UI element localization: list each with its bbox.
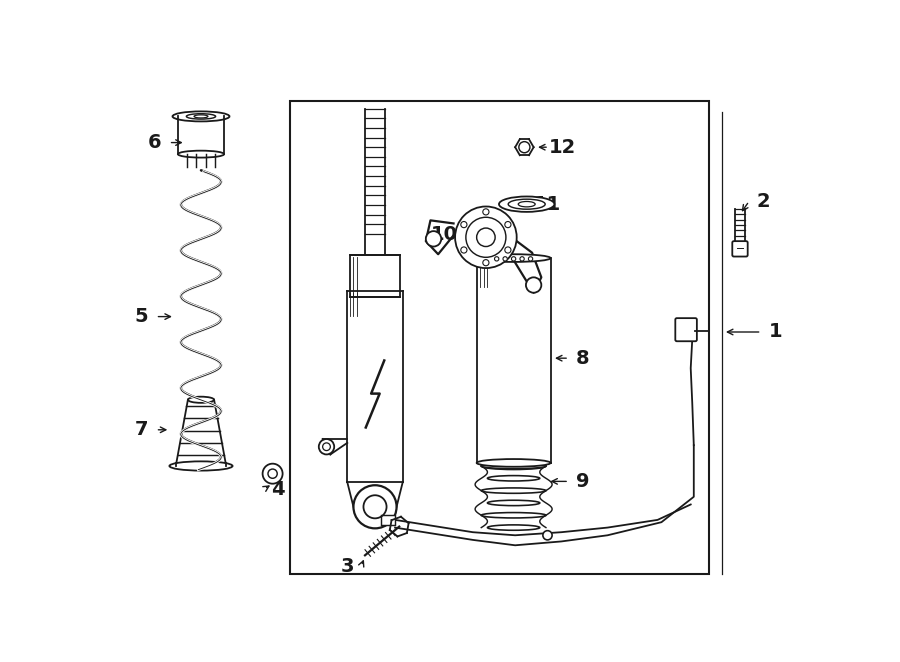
Circle shape	[354, 485, 397, 528]
Text: 4: 4	[271, 479, 284, 498]
Ellipse shape	[477, 254, 551, 262]
Ellipse shape	[178, 151, 224, 158]
Circle shape	[482, 260, 489, 265]
Circle shape	[461, 247, 467, 253]
Ellipse shape	[488, 500, 540, 506]
Circle shape	[528, 257, 533, 261]
Circle shape	[505, 247, 511, 253]
Circle shape	[426, 231, 441, 246]
Text: 7: 7	[135, 420, 148, 440]
Bar	[382, 515, 395, 524]
Bar	[347, 291, 402, 479]
Ellipse shape	[169, 461, 232, 471]
Circle shape	[505, 222, 511, 228]
Ellipse shape	[188, 397, 214, 403]
Ellipse shape	[488, 475, 540, 481]
Bar	[291, 101, 709, 574]
Circle shape	[520, 257, 524, 261]
Circle shape	[263, 463, 283, 484]
Circle shape	[461, 222, 467, 228]
Ellipse shape	[482, 463, 546, 469]
Ellipse shape	[173, 111, 230, 121]
FancyBboxPatch shape	[733, 241, 748, 257]
Text: 6: 6	[148, 133, 162, 152]
Text: 3: 3	[340, 557, 354, 575]
Text: 1: 1	[769, 322, 782, 342]
Ellipse shape	[482, 463, 546, 469]
Circle shape	[494, 257, 499, 261]
Circle shape	[319, 439, 334, 454]
Text: 5: 5	[135, 307, 148, 326]
Circle shape	[526, 277, 541, 293]
Bar	[477, 258, 551, 463]
Text: 11: 11	[534, 195, 561, 214]
Text: 10: 10	[431, 226, 458, 244]
Ellipse shape	[482, 512, 546, 518]
Text: 12: 12	[549, 138, 577, 157]
Circle shape	[482, 209, 489, 215]
Circle shape	[511, 257, 516, 261]
Ellipse shape	[499, 197, 554, 212]
Text: 8: 8	[576, 349, 590, 367]
Bar	[350, 255, 400, 297]
Ellipse shape	[477, 459, 551, 467]
Ellipse shape	[488, 525, 540, 530]
Ellipse shape	[482, 488, 546, 493]
Text: 2: 2	[756, 191, 770, 211]
Circle shape	[455, 207, 517, 268]
Circle shape	[543, 531, 552, 540]
FancyBboxPatch shape	[675, 318, 697, 341]
Text: 9: 9	[576, 472, 590, 491]
Circle shape	[503, 257, 508, 261]
